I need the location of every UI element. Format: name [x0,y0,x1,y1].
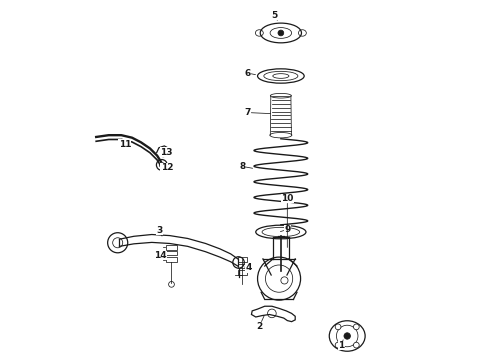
Circle shape [278,30,284,36]
Text: 14: 14 [154,251,167,260]
Text: 1: 1 [338,340,344,350]
Bar [166,257,177,262]
Bar [166,251,177,255]
Text: 12: 12 [161,163,173,172]
Text: 2: 2 [256,316,264,331]
Bar [238,257,247,262]
Text: 3: 3 [156,226,163,236]
Text: 9: 9 [280,225,291,234]
Text: 13: 13 [160,148,172,157]
Circle shape [353,342,359,348]
Circle shape [335,342,341,348]
Text: 4: 4 [245,264,252,273]
Bar [166,245,177,249]
Circle shape [344,333,350,339]
Circle shape [353,324,359,330]
Bar [238,270,247,275]
Text: 11: 11 [119,139,131,149]
Bar [238,264,247,268]
Text: 6: 6 [245,69,255,78]
Text: 7: 7 [245,108,270,117]
Circle shape [335,324,341,330]
Text: 8: 8 [239,162,253,171]
Text: 5: 5 [271,10,277,20]
Text: 10: 10 [281,194,294,247]
